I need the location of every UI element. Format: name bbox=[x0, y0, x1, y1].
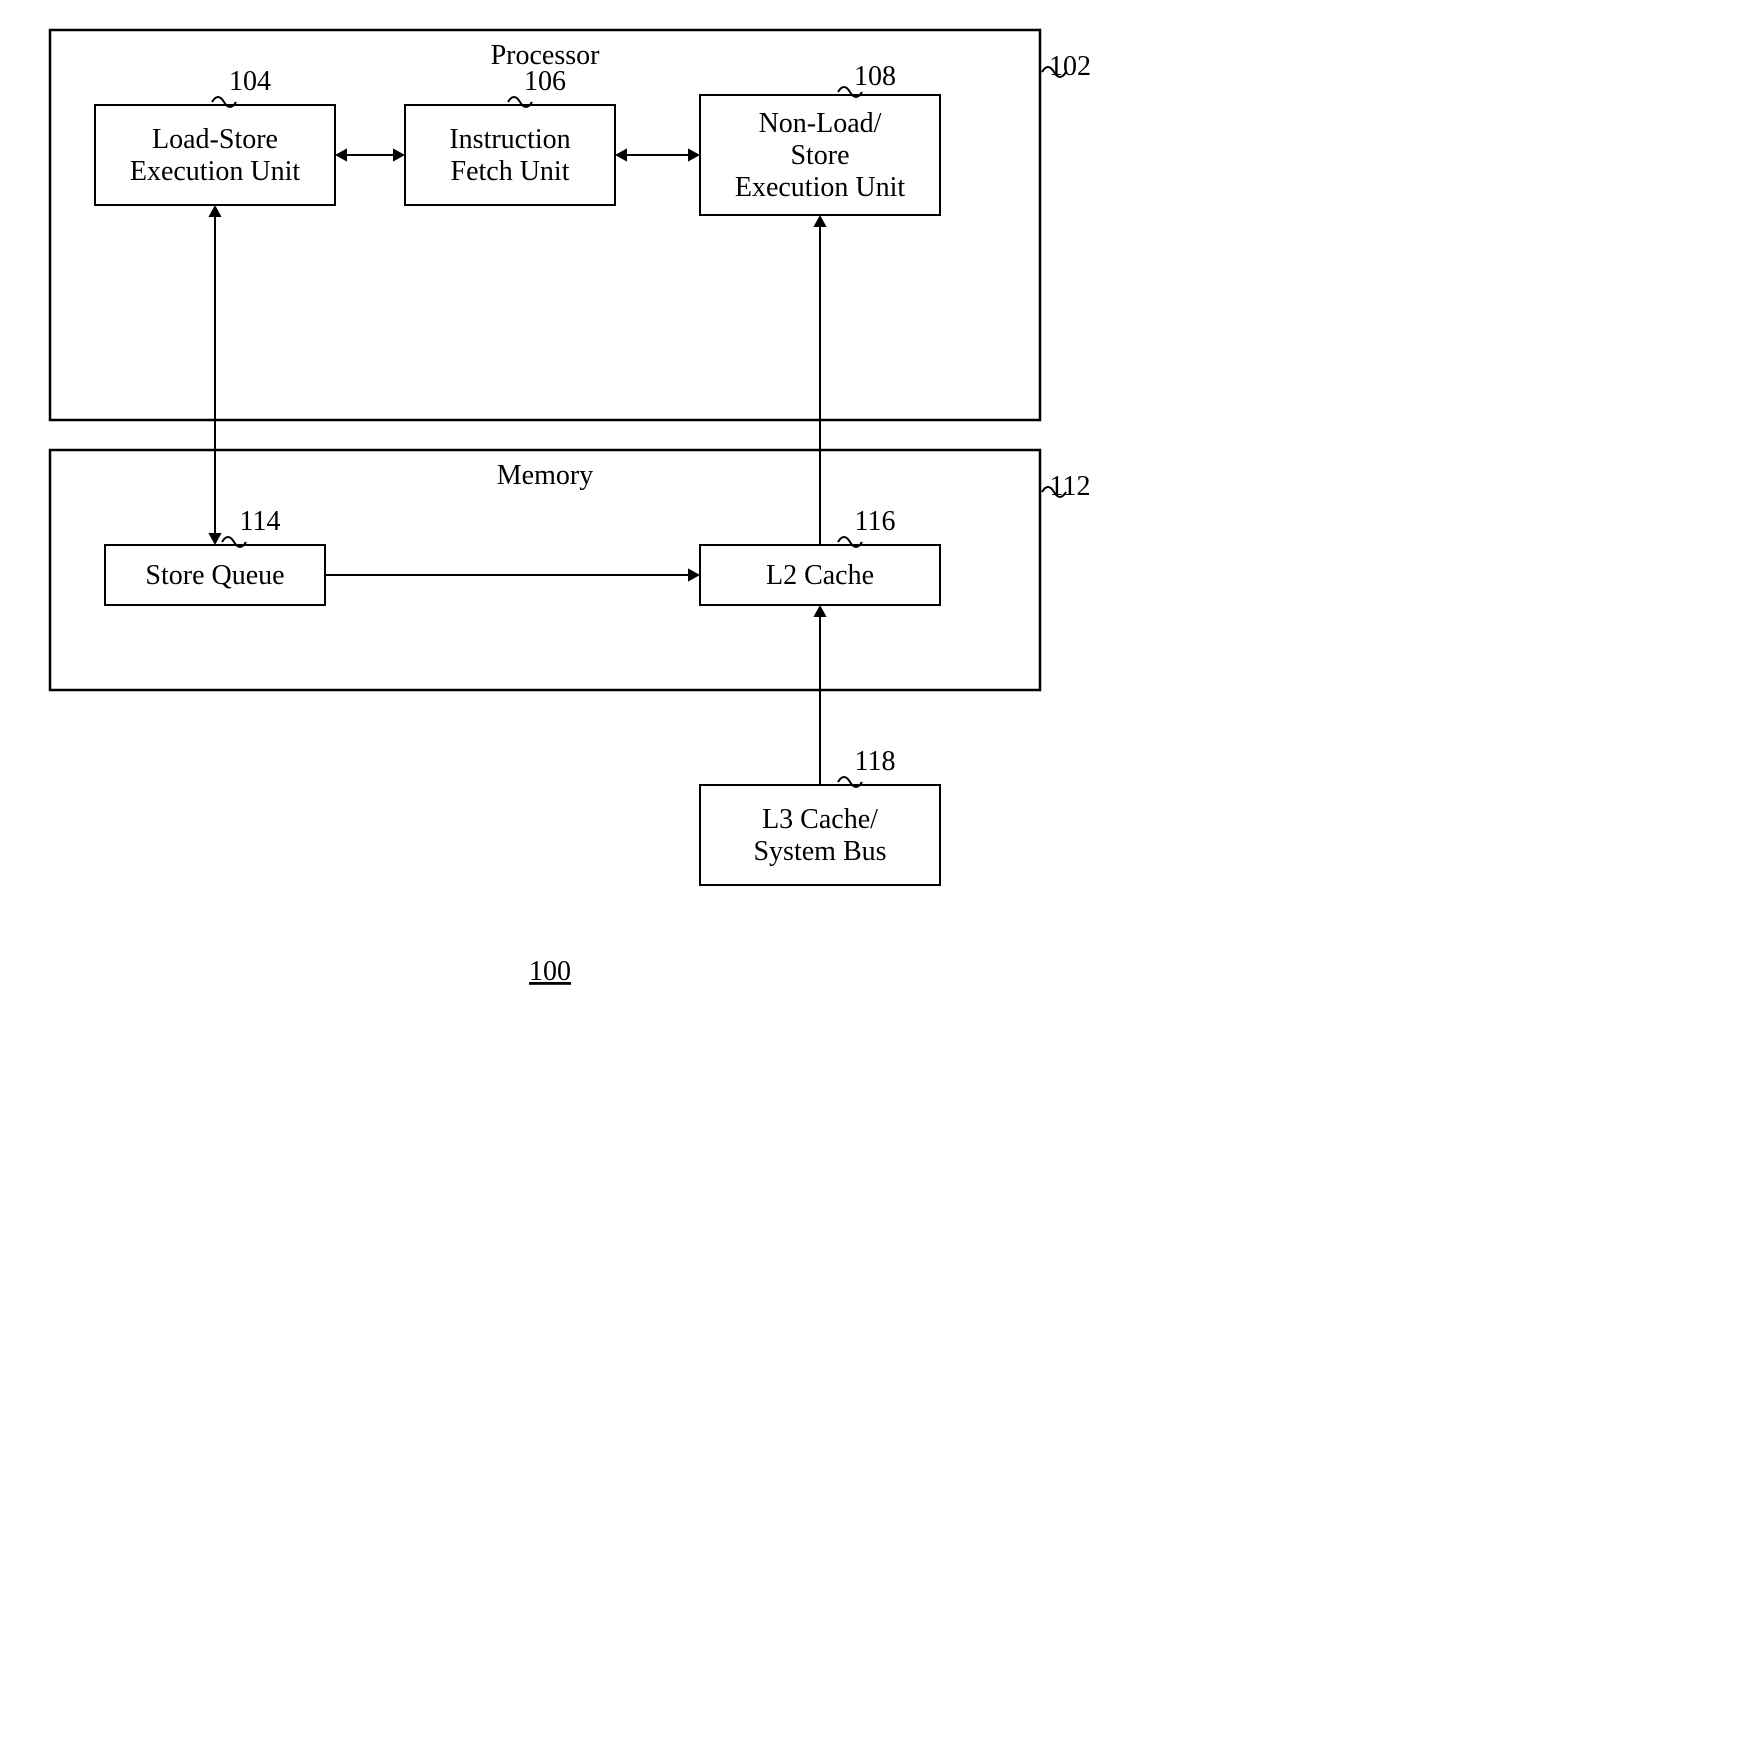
ifu-label-0: Instruction bbox=[449, 124, 570, 155]
ifu-box bbox=[405, 105, 615, 205]
memory-title: Memory bbox=[497, 460, 593, 491]
nlsu-label-2: Execution Unit bbox=[735, 172, 906, 203]
ref-106: 106 bbox=[524, 66, 566, 97]
lsu-label-1: Execution Unit bbox=[130, 156, 301, 187]
ref-116: 116 bbox=[855, 506, 896, 537]
ref-112: 112 bbox=[1050, 471, 1091, 502]
sq-label-0: Store Queue bbox=[145, 560, 284, 591]
ref-118: 118 bbox=[855, 746, 896, 777]
ref-102: 102 bbox=[1049, 51, 1091, 82]
ref-104: 104 bbox=[229, 66, 271, 97]
nlsu-label-0: Non-Load/ bbox=[759, 108, 882, 139]
ifu-label-1: Fetch Unit bbox=[451, 156, 570, 187]
l3-label-1: System Bus bbox=[753, 836, 886, 867]
block-diagram: ProcessorMemoryLoad-StoreExecution UnitI… bbox=[0, 0, 1100, 1100]
l3-label-0: L3 Cache/ bbox=[762, 804, 878, 835]
nlsu-label-1: Store bbox=[790, 140, 849, 171]
ref-114: 114 bbox=[240, 506, 281, 537]
l3-box bbox=[700, 785, 940, 885]
figure-ref: 100 bbox=[529, 956, 571, 987]
ref-108: 108 bbox=[854, 61, 896, 92]
lsu-box bbox=[95, 105, 335, 205]
lsu-label-0: Load-Store bbox=[152, 124, 278, 155]
l2-label-0: L2 Cache bbox=[766, 560, 874, 591]
